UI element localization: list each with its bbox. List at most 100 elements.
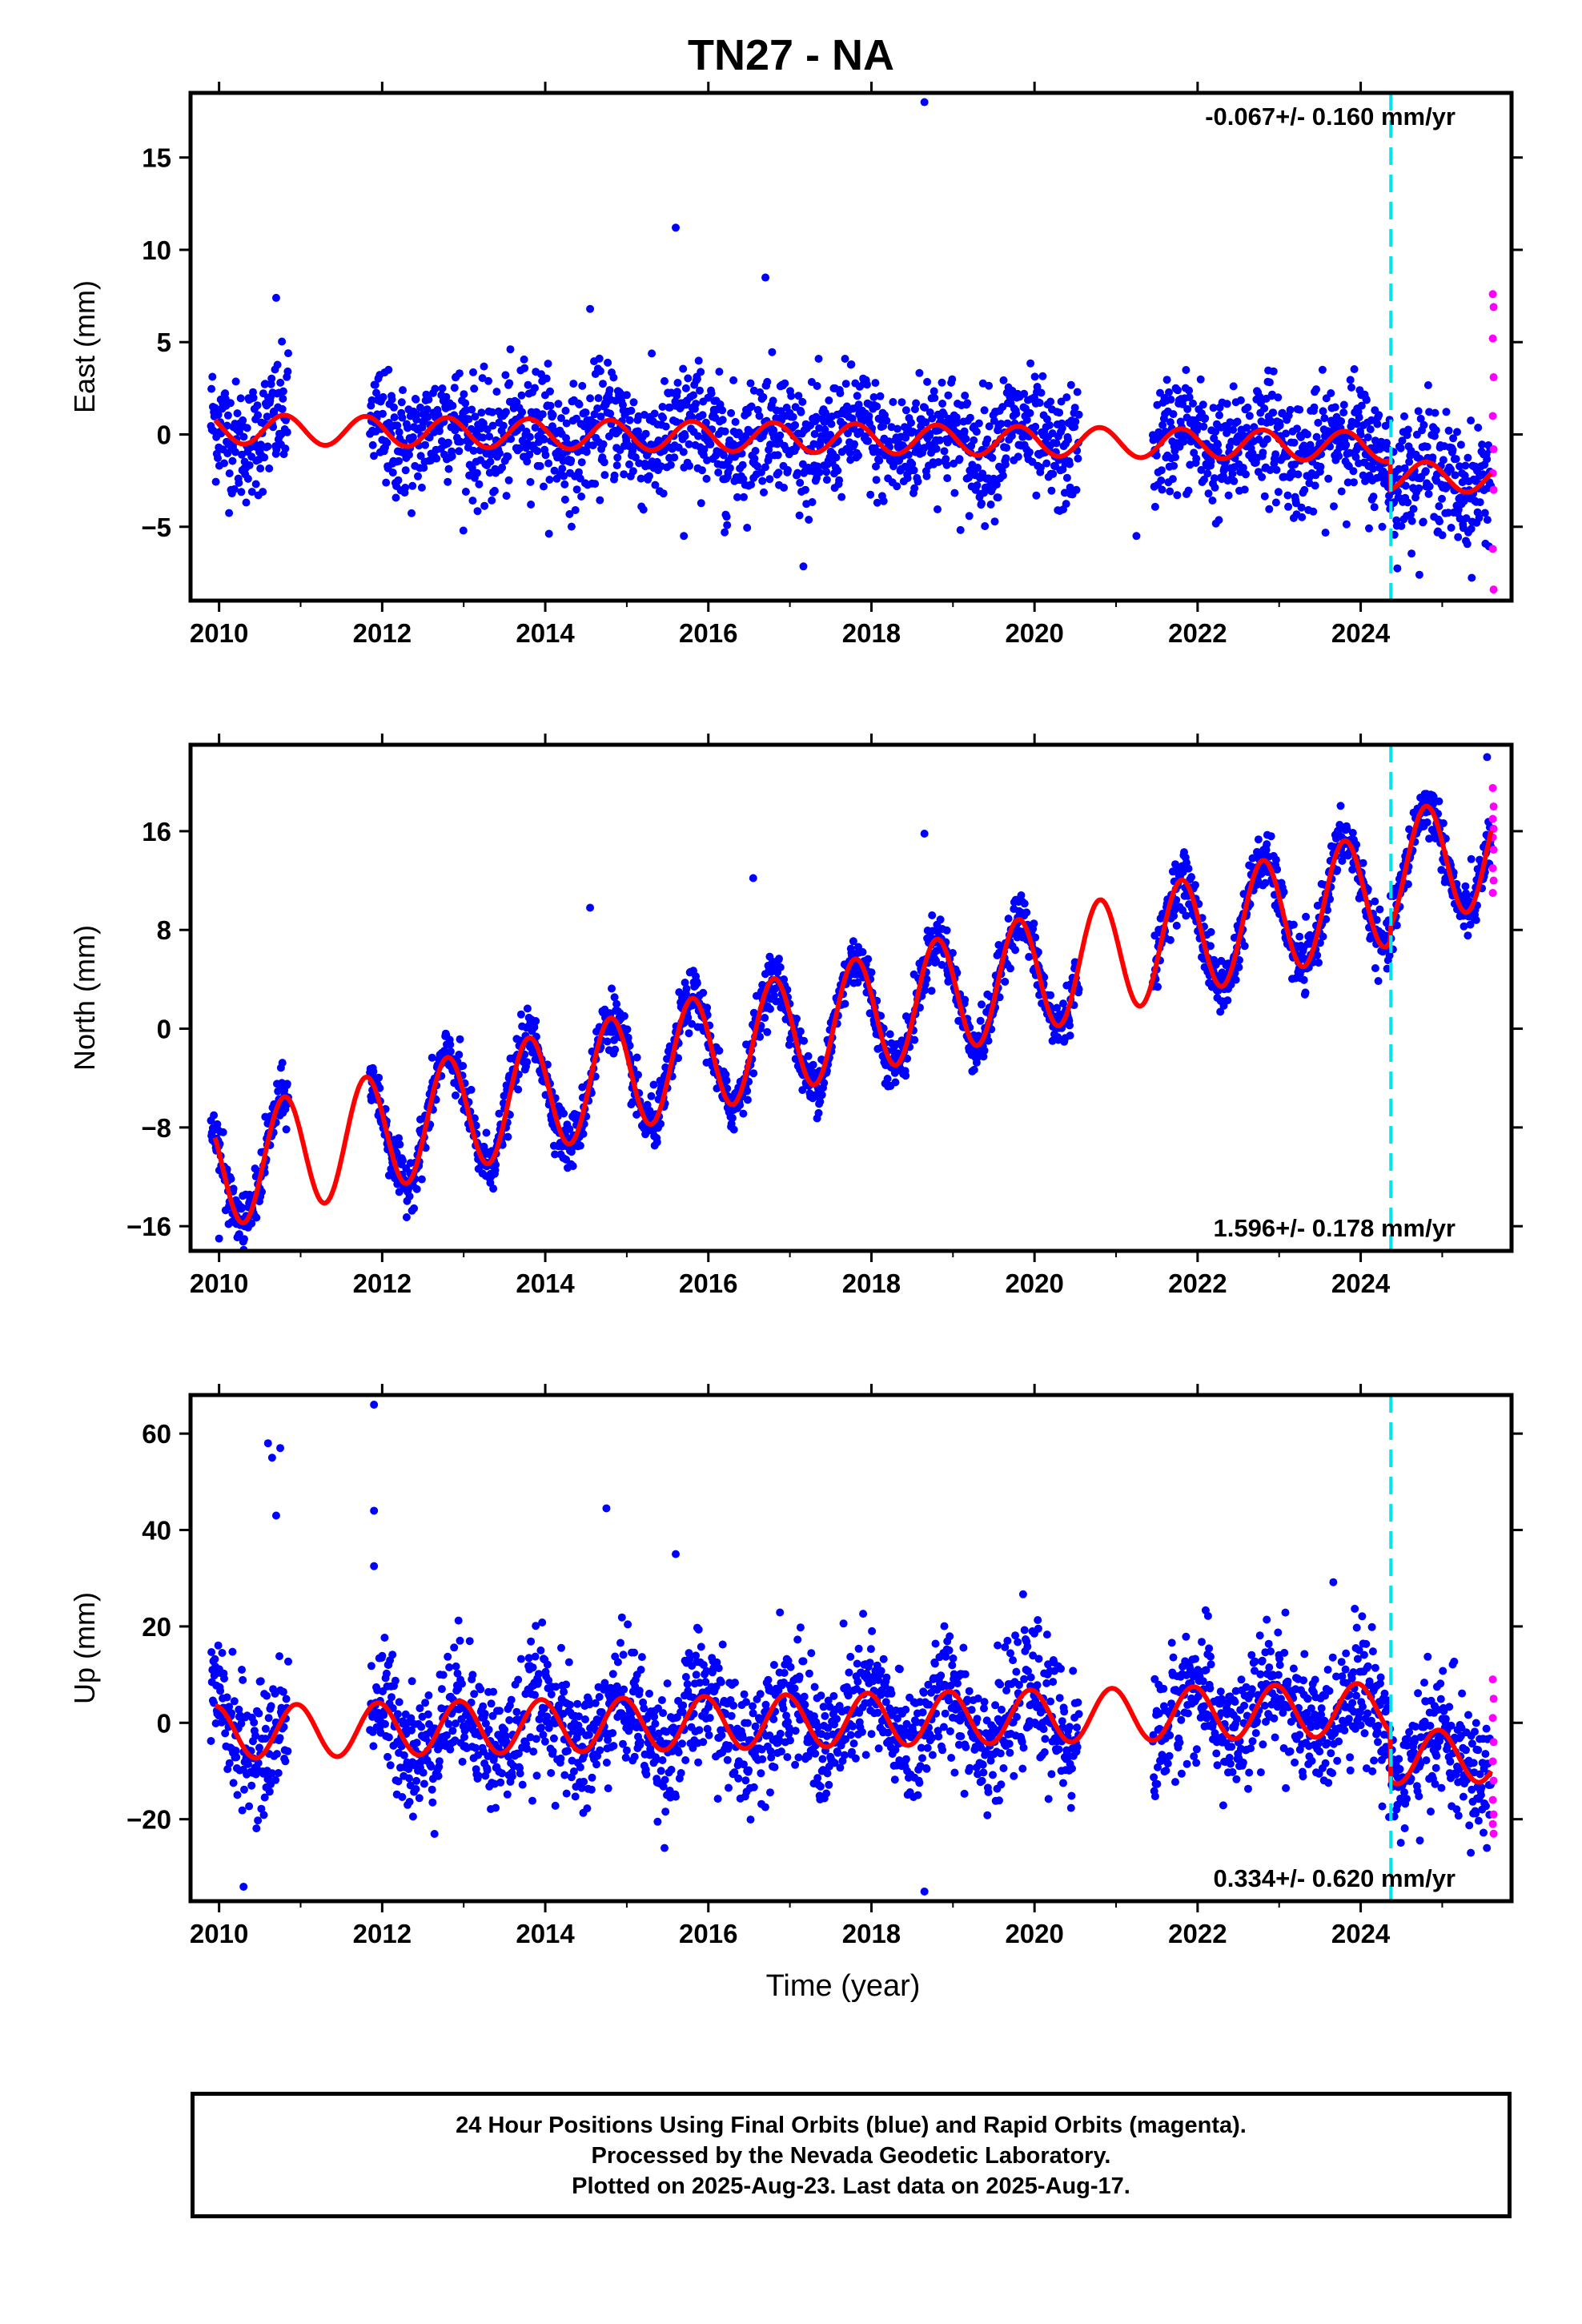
east-y-tick-label: −5 [141,513,171,542]
east-point [1266,466,1275,474]
east-point [700,445,709,454]
east-point [1214,447,1223,456]
east-point [1258,472,1267,481]
east-point [727,408,736,417]
north-point [812,1091,821,1099]
north-rapid-orbit-points [1488,783,1498,897]
east-point [1403,425,1412,434]
east-point [645,472,653,480]
east-point [942,455,950,464]
north-y-tick-label: −16 [126,1212,171,1241]
east-point [279,387,287,396]
north-y-tick-label: −8 [141,1113,171,1143]
east-point [1182,366,1191,374]
north-point [970,1065,978,1074]
east-rapid-point [1488,545,1497,553]
north-x-tick-label: 2016 [679,1269,737,1298]
east-point [822,468,831,476]
north-point [938,960,946,969]
north-point [883,1075,892,1083]
east-point [545,476,554,484]
north-x-tick-label: 2020 [1005,1269,1063,1298]
east-point [679,448,688,456]
east-point [697,499,705,508]
east-point [670,453,679,462]
east-point [432,454,441,463]
east-point [661,376,669,385]
east-point [841,355,849,363]
east-point [1478,440,1487,449]
north-point [1302,912,1311,921]
east-point [1463,540,1472,549]
north-point [500,1092,508,1100]
east-point [1048,429,1057,438]
east-point [915,368,924,377]
east-point [390,403,398,412]
north-point [684,1013,693,1022]
east-point [1351,452,1360,461]
north-point [1017,891,1026,899]
east-point [821,425,829,434]
east-point [758,476,767,485]
up-final-orbit-points [207,1401,1496,1896]
up-point [283,1747,292,1755]
north-point [1154,983,1162,991]
north-point [816,1097,825,1106]
east-point [1415,484,1423,493]
east-point [251,480,260,489]
east-point [214,410,223,419]
east-point [1456,462,1464,471]
east-point [994,493,1002,502]
north-point [1336,802,1345,810]
north-point [903,1054,912,1063]
east-point [805,516,813,524]
east-point [1300,485,1309,494]
east-point [1012,409,1021,418]
east-point [367,396,376,404]
up-point [394,1777,403,1786]
north-point [1263,840,1271,849]
east-point [760,488,768,497]
north-point [603,1037,612,1046]
east-point [827,420,836,428]
east-point [1467,416,1476,425]
north-point [1348,829,1357,837]
east-point [588,441,597,450]
east-point [1038,372,1047,380]
east-point [596,367,604,376]
east-point [1303,430,1311,439]
east-point [1449,434,1458,443]
east-point [1066,380,1075,389]
east-point [1454,533,1463,541]
east-point [1309,507,1318,516]
east-point [659,413,668,422]
east-point [635,459,644,468]
east-point [872,462,880,471]
east-point [461,488,470,496]
up-point [367,1662,375,1671]
east-point [525,450,534,459]
east-point [1424,489,1433,498]
north-point [530,1023,539,1031]
east-point [854,451,862,460]
north-point [1359,858,1367,867]
east-point [1370,503,1379,512]
east-point [542,374,551,383]
east-point [1423,381,1432,389]
north-point [375,1073,383,1082]
east-point [1394,488,1402,496]
north-point [809,1060,817,1069]
east-point [1215,516,1223,525]
east-point [950,489,959,497]
east-point [1342,440,1351,449]
east-point [242,498,251,507]
east-point [992,480,1001,489]
north-point [1001,977,1010,986]
east-point [283,428,291,436]
east-rapid-point [1489,485,1498,494]
east-point [1228,469,1237,478]
east-point [459,526,468,535]
east-point [1062,500,1070,509]
east-point [620,470,628,479]
